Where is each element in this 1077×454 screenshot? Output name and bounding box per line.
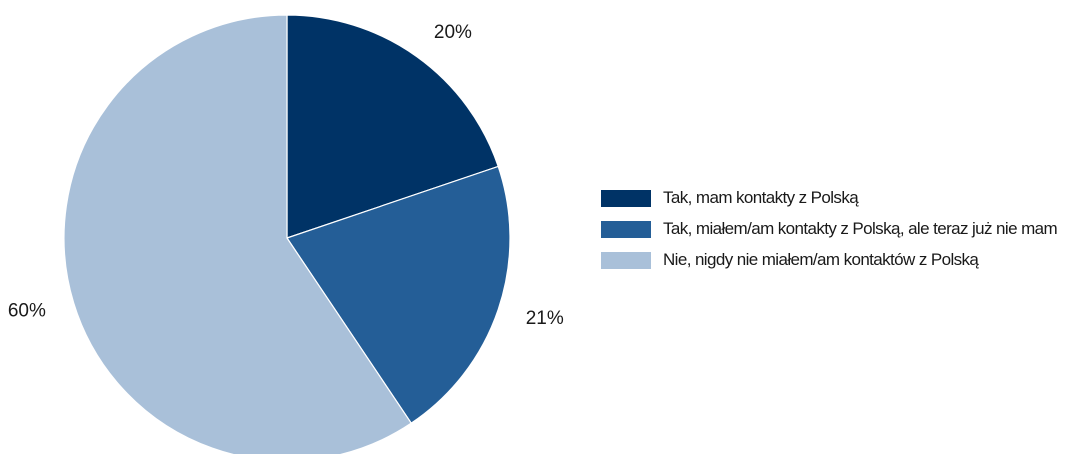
legend-item-0: Tak, mam kontakty z Polską — [601, 188, 1057, 208]
pie-value-label-0: 20% — [434, 22, 472, 43]
pie-slice-2 — [63, 14, 413, 454]
pie-slices — [63, 14, 511, 454]
pie-value-label-1: 21% — [526, 308, 564, 329]
pie-value-labels: 20% 21% 60% — [8, 22, 564, 329]
legend-label-1: Tak, miałem/am kontakty z Polską, ale te… — [663, 219, 1058, 238]
legend-label-2: Nie, nigdy nie miałem/am kontaktów z Pol… — [663, 250, 979, 269]
chart-legend: Tak, mam kontakty z Polską Tak, miałem/a… — [601, 188, 1058, 281]
legend-swatch-2 — [601, 251, 651, 269]
legend-label-0: Tak, mam kontakty z Polską — [663, 188, 859, 207]
pie-slice-0 — [286, 14, 499, 239]
legend-item-1: Tak, miałem/am kontakty z Polską, ale te… — [601, 219, 1058, 239]
legend-item-2: Nie, nigdy nie miałem/am kontaktów z Pol… — [601, 250, 1057, 270]
pie-slice-1 — [286, 165, 511, 425]
legend-swatch-0 — [601, 189, 651, 207]
legend-swatch-1 — [601, 220, 651, 238]
pie-value-label-2: 60% — [8, 300, 46, 321]
